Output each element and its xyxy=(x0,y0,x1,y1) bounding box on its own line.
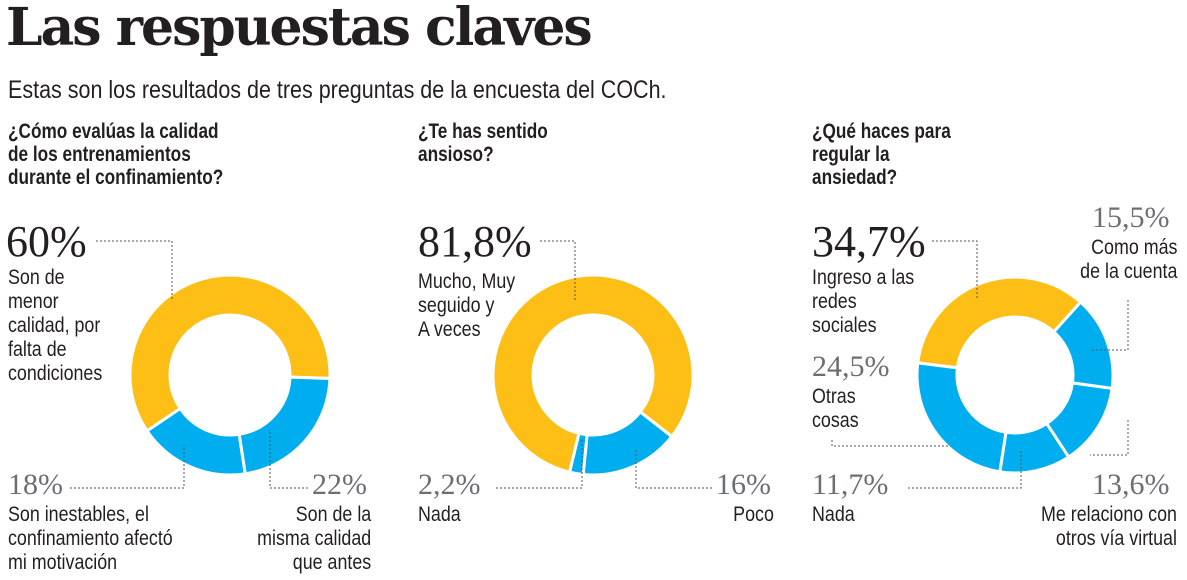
leader-line xyxy=(496,440,583,489)
chart2-slice3-label: Poco xyxy=(733,503,774,526)
leader-line xyxy=(1090,420,1129,456)
chart2-slice3-value: 16% xyxy=(716,468,771,501)
chart1-slice1 xyxy=(128,273,332,434)
chart1-slice2-label: Son inestables, el confinamiento afectó … xyxy=(8,503,173,574)
chart1-slice1-value: 60% xyxy=(6,217,87,266)
chart3-slice5-label: Como más de la cuenta xyxy=(1079,236,1177,283)
chart1-slice1-label: Son de menor calidad, por falta de condi… xyxy=(8,266,103,385)
chart3-slice3-label: Nada xyxy=(812,503,855,526)
chart3-slice4-value: 13,6% xyxy=(1092,468,1170,501)
question-1-title: ¿Cómo evalúas la calidad de los entrenam… xyxy=(8,120,224,189)
leader-line xyxy=(932,240,978,300)
chart3-slice3-value: 11,7% xyxy=(812,468,889,501)
chart3-slice3 xyxy=(998,421,1071,475)
chart1-slice3-value: 22% xyxy=(312,468,367,501)
page-subtitle: Estas son los resultados de tres pregunt… xyxy=(8,76,667,104)
chart1-slice3-label: Son de la misma calidad que antes xyxy=(256,503,371,574)
chart3-slice1-value: 34,7% xyxy=(812,217,926,266)
chart3-slice4 xyxy=(1044,381,1114,460)
chart2-slice1-value: 81,8% xyxy=(418,217,532,266)
chart2-slice1-label: Mucho, Muy seguido y A veces xyxy=(418,270,516,341)
chart3-slice5-value: 15,5% xyxy=(1092,201,1170,234)
chart3-slice5 xyxy=(1051,300,1115,390)
leader-line xyxy=(70,445,185,489)
chart3-slice1 xyxy=(916,275,1083,370)
question-2-title: ¿Te has sentido ansioso? xyxy=(418,120,548,166)
chart2-slice3 xyxy=(581,409,674,477)
chart2-slice1 xyxy=(491,273,695,475)
chart1-slice2-value: 18% xyxy=(8,468,63,501)
chart3-slice4-label: Me relaciono con otros vía virtual xyxy=(1041,503,1177,550)
chart3-slice1-label: Ingreso a las redes sociales xyxy=(812,266,915,337)
leader-line xyxy=(96,240,173,300)
question-3-title: ¿Qué haces para regular la ansiedad? xyxy=(812,120,951,189)
leader-line xyxy=(635,450,712,489)
chart3-slice2-value: 24,5% xyxy=(812,350,890,383)
leader-line xyxy=(269,430,308,489)
chart3-slice2 xyxy=(915,361,1008,474)
page-title: Las respuestas claves xyxy=(6,0,593,58)
leader-line xyxy=(908,450,1022,489)
chart2-slice2-value: 2,2% xyxy=(418,468,481,501)
leader-line xyxy=(831,440,950,447)
chart2-slice2-label: Nada xyxy=(418,503,461,526)
chart3-slice2-label: Otras cosas xyxy=(812,385,859,432)
chart1-slice2 xyxy=(145,406,248,477)
chart1-slice3 xyxy=(237,375,332,476)
leader-line xyxy=(1090,300,1129,351)
